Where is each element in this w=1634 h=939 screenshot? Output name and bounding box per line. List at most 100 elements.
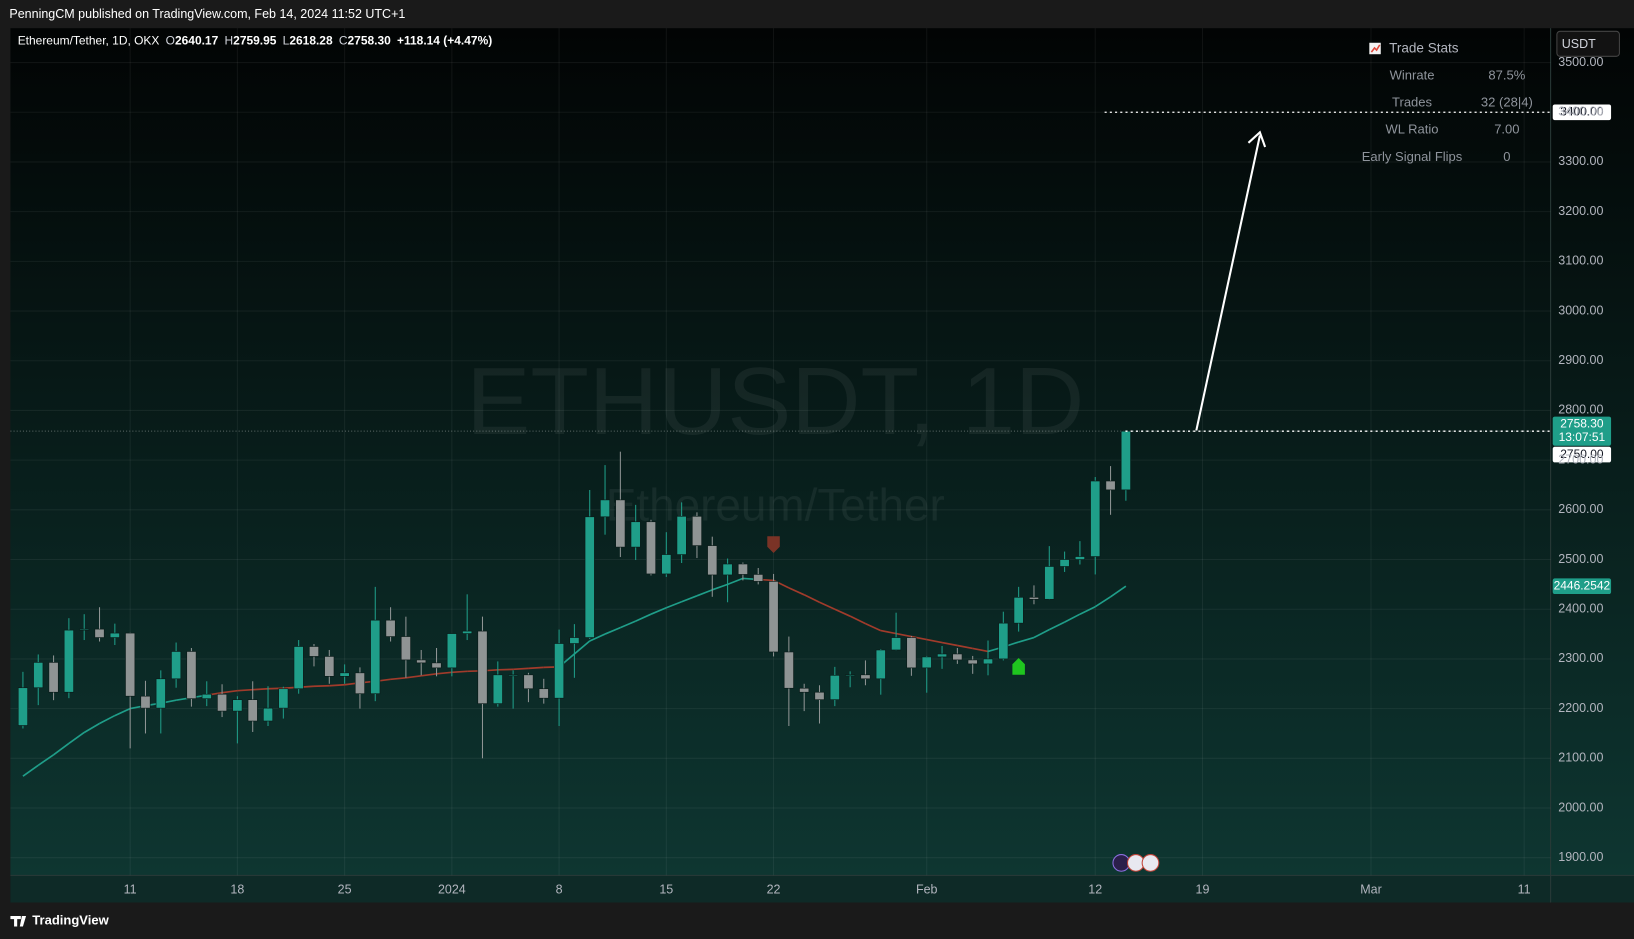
currency-button-label[interactable]: USDT (1562, 37, 1596, 51)
legend-value: 2618.28 (289, 34, 333, 48)
moving-average (83, 722, 100, 734)
candle-body (400, 636, 411, 661)
candle-body (1105, 480, 1116, 491)
moving-average (589, 633, 606, 642)
price-badge-label: 2750.00 (1560, 447, 1604, 461)
moving-average (604, 626, 621, 635)
legend-value: 2640.17 (175, 34, 219, 48)
moving-average (650, 606, 667, 615)
price-badge (1552, 446, 1612, 463)
candle-body (1074, 556, 1085, 560)
price-badge-label: 2758.30 (1560, 417, 1604, 431)
candle-body (569, 637, 580, 644)
moving-average (711, 583, 728, 591)
candle-body (385, 619, 396, 637)
x-tick-label: Feb (916, 882, 938, 896)
y-tick-label: 3100.00 (1558, 254, 1603, 268)
moving-average (803, 594, 820, 604)
moving-average (849, 615, 866, 625)
candle-body (370, 619, 381, 695)
y-tick-label: 2900.00 (1558, 353, 1603, 367)
y-tick-label: 3400.00 (1558, 105, 1603, 119)
time-axis (10, 875, 1634, 903)
x-tick-label: 25 (338, 882, 352, 896)
stats-value: 32 (28|4) (1481, 95, 1533, 110)
plot-area (10, 28, 1551, 876)
y-tick-label: 2500.00 (1558, 552, 1603, 566)
candle-body (998, 622, 1009, 660)
symbol-legend: Ethereum/Tether, 1D, OKX O2640.17 H2759.95… (18, 34, 492, 48)
candle-body (201, 693, 212, 699)
stats-value: 87.5% (1488, 68, 1525, 83)
candle-body (48, 662, 59, 693)
arrow-head (1247, 130, 1267, 148)
candle-body (799, 687, 810, 693)
moving-average (1094, 596, 1112, 608)
stats-value: 7.00 (1494, 122, 1519, 137)
candle-body (339, 672, 350, 677)
candle-body (1090, 480, 1101, 557)
moving-average (99, 714, 116, 725)
moving-average (972, 647, 989, 653)
moving-average (1018, 636, 1035, 643)
candle-body (967, 659, 978, 665)
y-tick-label: 2100.00 (1558, 751, 1603, 765)
moving-average (681, 595, 698, 603)
currency-button[interactable] (1556, 30, 1620, 57)
candle-body (171, 651, 182, 680)
moving-average (880, 629, 897, 635)
stats-label: WL Ratio (1386, 122, 1439, 137)
candle-body (1059, 559, 1070, 567)
candle-body (814, 691, 825, 700)
candle-body (1013, 596, 1024, 624)
x-tick-label: 18 (230, 882, 244, 896)
y-tick-label: 2200.00 (1558, 701, 1603, 715)
candle-body (615, 499, 626, 548)
moving-average (252, 687, 269, 691)
candle-body (217, 693, 228, 712)
legend: Ethereum/Tether, 1D, OKX O2640.17 H2759.95… (18, 34, 492, 48)
grid (10, 28, 1551, 876)
moving-average (819, 601, 836, 610)
x-tick-label: Mar (1360, 882, 1382, 896)
moving-average (911, 635, 927, 641)
stats-icon-line (1370, 44, 1381, 53)
moving-average (421, 673, 437, 677)
moving-average (727, 577, 744, 586)
moving-average (620, 620, 636, 629)
candle-body (523, 674, 534, 690)
candle-body (921, 656, 932, 669)
y-tick-label: 2600.00 (1558, 502, 1603, 516)
series (10, 430, 1551, 777)
moving-average (865, 622, 882, 632)
moving-average (1079, 605, 1096, 615)
candle-body (477, 630, 488, 704)
moving-average (957, 644, 973, 650)
candle-body (293, 646, 304, 690)
signal-marker (767, 536, 780, 553)
candle-body (829, 675, 840, 700)
y-tick-label: 1900.00 (1558, 850, 1603, 864)
candle-body (661, 554, 672, 575)
candle-body (63, 629, 74, 693)
y-tick-label: 2800.00 (1558, 403, 1603, 417)
candle-body (1028, 596, 1039, 600)
candle-body (247, 699, 258, 722)
candle-body (263, 707, 274, 722)
legend-key: H (225, 34, 234, 48)
legend-value: 2759.95 (233, 34, 277, 48)
legend-key: O (166, 34, 175, 48)
candle-body (125, 632, 136, 697)
candle-body (875, 649, 886, 680)
candle-body (891, 637, 902, 651)
x-tick-label: 11 (124, 882, 137, 896)
moving-average (1110, 585, 1127, 598)
moving-average (221, 689, 238, 694)
candle-body (446, 633, 457, 669)
candle-body (783, 651, 794, 689)
candle-body (33, 662, 44, 689)
candle-body (538, 688, 549, 699)
stats-label: Winrate (1390, 68, 1435, 83)
